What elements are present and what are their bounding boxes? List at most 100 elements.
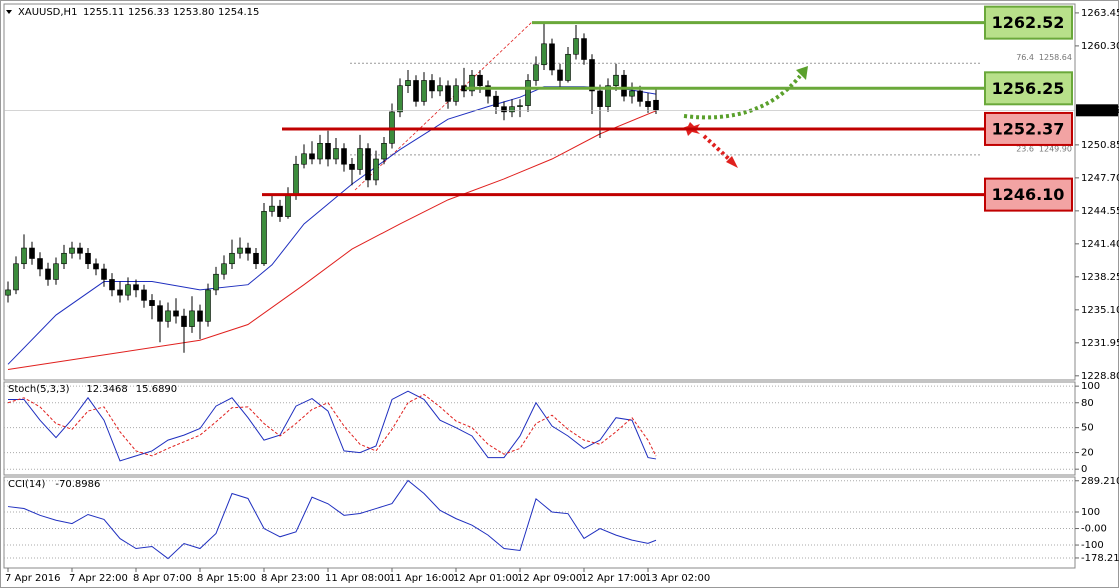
candle-body: [93, 263, 99, 270]
candle-body: [181, 315, 187, 327]
candle-body: [301, 153, 307, 165]
candle-body: [381, 142, 387, 160]
candle-body: [37, 258, 43, 270]
candle-body: [125, 284, 131, 296]
level-box: [984, 177, 1073, 212]
y-tick-label: 1235.10: [1081, 305, 1119, 316]
indicator-value: -70.8986: [55, 479, 100, 490]
up-arrowhead: [796, 66, 808, 80]
level-label: 1246.10: [992, 185, 1065, 204]
candle-body: [21, 247, 27, 265]
x-tick-label: 11 Apr 08:00: [325, 573, 390, 584]
candle-body: [493, 95, 499, 107]
y-tick-label: 1241.40: [1081, 239, 1119, 250]
candle-body: [13, 263, 19, 291]
y-tick-label: 1231.95: [1081, 338, 1119, 349]
candle-body: [309, 153, 315, 160]
candle-body: [5, 289, 11, 296]
y-tick-label: 1238.25: [1081, 272, 1119, 283]
cci-panel: [3, 476, 1076, 569]
candle-body: [285, 195, 291, 217]
candle-body: [549, 43, 555, 71]
candle-body: [293, 163, 299, 196]
candle-body: [613, 74, 619, 86]
down-arrowhead: [726, 156, 738, 168]
stoch-panel: [3, 381, 1076, 476]
candle-body: [413, 80, 419, 102]
level-label: 1252.37: [992, 119, 1065, 138]
candle-body: [565, 53, 571, 81]
x-tick-label: 11 Apr 16:00: [389, 573, 454, 584]
indicator-line: [8, 390, 657, 462]
y-tick-label: 1247.70: [1081, 173, 1119, 184]
candle-body: [349, 163, 355, 170]
x-tick-label: 12 Apr 01:00: [453, 573, 518, 584]
y-tick-label: 100: [1081, 507, 1100, 518]
candle-body: [229, 252, 235, 265]
candle-body: [69, 247, 75, 254]
candle-body: [157, 305, 163, 322]
candle-body: [173, 310, 179, 317]
candle-body: [269, 205, 275, 212]
candle-body: [397, 85, 403, 113]
y-tick-label: 80: [1081, 398, 1094, 409]
y-tick-label: -100: [1081, 540, 1104, 551]
candle-body: [533, 64, 539, 81]
candle-body: [637, 90, 643, 102]
x-tick-label: 8 Apr 15:00: [197, 573, 256, 584]
candle-body: [645, 101, 651, 107]
candle-body: [429, 80, 435, 92]
y-tick-label: 1263.45: [1081, 8, 1119, 19]
open-value: 1255.11: [83, 7, 124, 18]
candle-body: [621, 74, 627, 97]
y-tick-label: 50: [1081, 423, 1094, 434]
candle-body: [365, 148, 371, 181]
x-tick-label: 13 Apr 02:00: [645, 573, 710, 584]
candle-body: [453, 85, 459, 102]
candle-body: [557, 69, 563, 81]
level-label: 1262.52: [992, 13, 1065, 32]
price-marker: [1076, 104, 1118, 117]
candle-body: [53, 263, 59, 280]
menu-triangle: [6, 10, 12, 14]
candle-body: [149, 300, 155, 306]
candle-body: [29, 247, 35, 259]
level-box: [984, 111, 1073, 146]
candle-body: [485, 85, 491, 97]
y-tick-label: -0.00: [1081, 524, 1107, 535]
candle-body: [213, 273, 219, 291]
candle-body: [469, 74, 475, 92]
candle-body: [605, 85, 611, 107]
price-marker-label: 1254.15: [1079, 105, 1119, 116]
fib-value: 1258.64: [1039, 53, 1072, 62]
candle-body: [341, 148, 347, 165]
fib-ratio: 23.6: [1016, 144, 1034, 153]
y-tick-label: 1250.85: [1081, 140, 1119, 151]
y-tick-label: 1228.80: [1081, 371, 1119, 382]
candle-body: [573, 38, 579, 55]
candle-body: [277, 205, 283, 217]
candle-body: [325, 142, 331, 160]
candle-body: [77, 247, 83, 254]
y-tick-label: 20: [1081, 448, 1094, 459]
candle-body: [141, 289, 147, 301]
low-value: 1253.80: [173, 7, 214, 18]
candle-body: [221, 263, 227, 275]
candle-body: [509, 106, 515, 113]
candle-body: [165, 310, 171, 322]
indicator-title: Stoch(5,3,3): [8, 384, 70, 395]
price-panel: [3, 3, 1076, 381]
candle-body: [245, 247, 251, 254]
candle-body: [317, 142, 323, 160]
symbol: XAUUSD,H1: [18, 7, 77, 18]
candle-body: [445, 85, 451, 102]
candle-body: [197, 310, 203, 322]
candle-body: [653, 99, 659, 111]
x-tick-label: 8 Apr 23:00: [261, 573, 320, 584]
fib-ratio: 76.4: [1016, 53, 1034, 62]
candle-body: [589, 59, 595, 92]
candle-body: [61, 252, 67, 265]
y-tick-label: 1244.55: [1081, 206, 1119, 217]
